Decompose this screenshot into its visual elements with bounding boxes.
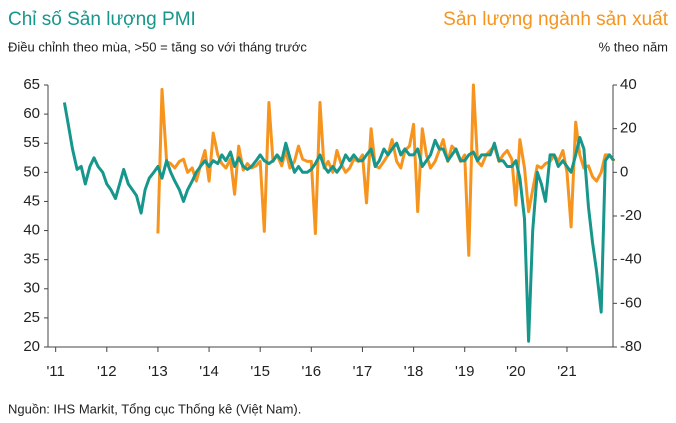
x-tick-label: '11 bbox=[46, 363, 64, 380]
x-tick-label: '19 bbox=[455, 363, 475, 380]
x-tick-label: '16 bbox=[302, 363, 322, 380]
x-tick-label: '13 bbox=[148, 363, 168, 380]
x-tick-label: '18 bbox=[404, 363, 424, 380]
y-tick-label: 25 bbox=[23, 309, 40, 326]
y-tick-label: 40 bbox=[23, 222, 40, 239]
y2-tick-label: -40 bbox=[620, 251, 642, 268]
source: Nguồn: IHS Markit, Tổng cục Thống kê (Vi… bbox=[8, 401, 301, 416]
y-tick-label: 45 bbox=[23, 192, 40, 209]
y2-title: Sản lượng ngành sản xuất bbox=[443, 9, 669, 30]
x-tick-label: '20 bbox=[506, 363, 526, 380]
y-tick-label: 35 bbox=[23, 251, 40, 268]
series-line bbox=[62, 102, 616, 343]
y-tick-label: 55 bbox=[23, 134, 40, 151]
y2-unit: % theo năm bbox=[599, 39, 668, 54]
y-tick-label: 60 bbox=[23, 105, 40, 122]
y2-tick-label: 0 bbox=[620, 163, 628, 180]
y-tick-label: 50 bbox=[23, 163, 40, 180]
y-tick-label: 65 bbox=[23, 76, 40, 93]
chart-title: Chỉ số Sản lượng PMI bbox=[8, 9, 196, 30]
y2-tick-label: -20 bbox=[620, 207, 642, 224]
x-tick-label: '21 bbox=[557, 363, 577, 380]
x-tick-label: '12 bbox=[97, 363, 117, 380]
chart-subtitle: Điều chỉnh theo mùa, >50 = tăng so với t… bbox=[8, 39, 307, 54]
x-tick-label: '15 bbox=[250, 363, 270, 380]
y2-tick-label: 20 bbox=[620, 120, 637, 137]
y-tick-label: 20 bbox=[23, 338, 40, 355]
x-tick-label: '17 bbox=[353, 363, 373, 380]
y2-tick-label: -60 bbox=[620, 294, 642, 311]
y2-tick-label: 40 bbox=[620, 76, 637, 93]
x-tick-label: '14 bbox=[199, 363, 219, 380]
y2-tick-label: -80 bbox=[620, 338, 642, 355]
series-line bbox=[156, 83, 616, 257]
y-tick-label: 30 bbox=[23, 280, 40, 297]
